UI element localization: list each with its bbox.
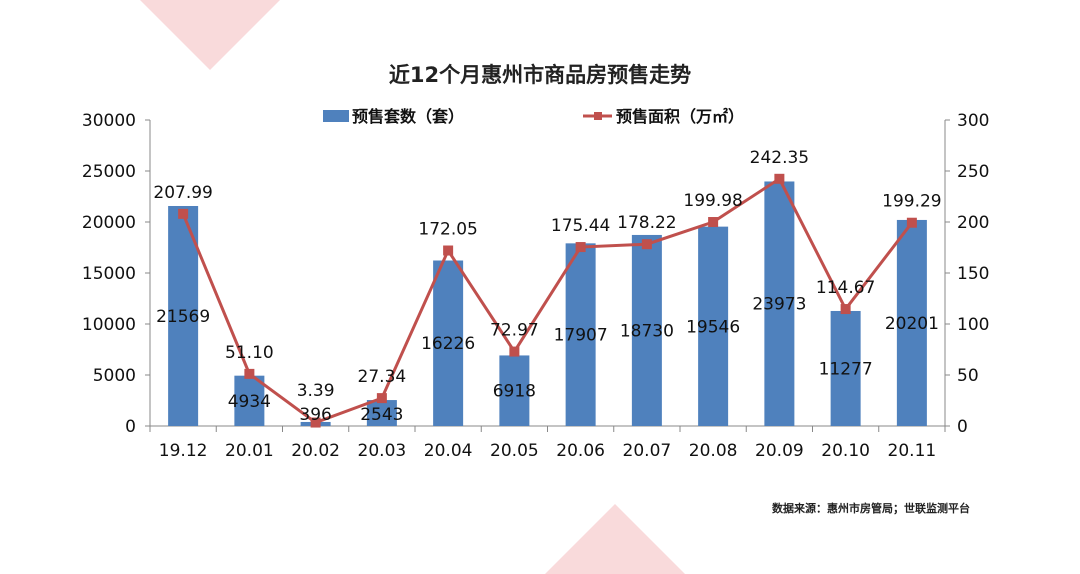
bar — [698, 226, 729, 426]
bar-data-label: 21569 — [156, 307, 210, 327]
line-data-label: 199.98 — [683, 191, 742, 211]
watermark — [140, 0, 685, 574]
y-left-tick-label: 30000 — [82, 111, 136, 131]
chart-title: 近12个月惠州市商品房预售走势 — [389, 63, 691, 87]
x-tick-label: 20.10 — [821, 441, 870, 461]
x-tick-label: 20.04 — [424, 441, 473, 461]
y-right-tick-label: 100 — [957, 315, 989, 335]
line-data-label: 175.44 — [551, 216, 610, 236]
y-left-tick-label: 20000 — [82, 213, 136, 233]
line-data-label: 114.67 — [816, 278, 875, 298]
bar-data-label: 16226 — [421, 334, 475, 354]
line-data-label: 242.35 — [750, 148, 809, 168]
area-line — [181, 176, 914, 425]
y-right-tick-label: 50 — [957, 366, 979, 386]
y-left-tick-label: 0 — [125, 417, 136, 437]
line-marker — [443, 245, 454, 256]
line-marker — [641, 239, 652, 250]
x-tick-label: 20.07 — [623, 441, 672, 461]
line-marker — [708, 217, 719, 228]
x-tick-label: 20.05 — [490, 441, 539, 461]
line-marker — [575, 242, 586, 253]
bar — [433, 260, 464, 426]
bar — [168, 205, 199, 426]
bar-data-label: 19546 — [686, 317, 740, 337]
bar-data-label: 23973 — [752, 295, 806, 315]
bar-data-label: 17907 — [554, 326, 608, 346]
line-marker — [906, 217, 917, 228]
y-left-tick-label: 10000 — [82, 315, 136, 335]
bar — [631, 234, 662, 426]
bar — [366, 400, 397, 426]
bar-data-label: 4934 — [228, 392, 271, 412]
y-right-tick-label: 150 — [957, 264, 989, 284]
bar-data-label: 6918 — [493, 382, 536, 402]
x-tick-label: 20.08 — [689, 441, 738, 461]
y-right-tick-label: 300 — [957, 111, 989, 131]
y-left-tick-label: 5000 — [93, 366, 136, 386]
bar — [565, 243, 596, 426]
legend-swatch-bar — [323, 110, 349, 122]
watermark-shape — [545, 504, 685, 574]
x-tick-label: 20.03 — [358, 441, 407, 461]
bar — [499, 355, 530, 426]
line-data-label: 172.05 — [418, 220, 477, 240]
x-tick-label: 20.09 — [755, 441, 804, 461]
x-tick-label: 19.12 — [159, 441, 208, 461]
line-marker — [840, 304, 851, 315]
y-left-tick-label: 25000 — [82, 162, 136, 182]
bar-data-label: 2543 — [360, 405, 403, 425]
y-left-tick-label: 15000 — [82, 264, 136, 284]
line-data-label: 207.99 — [153, 183, 212, 203]
y-right-tick-label: 0 — [957, 417, 968, 437]
bar-data-label: 18730 — [620, 321, 674, 341]
bar — [896, 219, 927, 426]
watermark-shape — [140, 0, 280, 70]
line-marker — [509, 346, 520, 357]
bar-data-label: 20201 — [885, 314, 939, 334]
legend: 预售套数（套） 预售面积（万㎡） — [323, 107, 744, 126]
line-marker — [244, 368, 255, 379]
line-marker — [376, 393, 387, 404]
line-marker — [310, 417, 321, 428]
line-marker — [178, 208, 189, 219]
line-data-label: 72.97 — [490, 321, 539, 341]
legend-marker — [594, 112, 602, 120]
bar-data-label: 11277 — [819, 359, 873, 379]
y-right-tick-label: 250 — [957, 162, 989, 182]
line-marker — [774, 173, 785, 184]
x-tick-label: 20.11 — [888, 441, 937, 461]
bar — [764, 181, 795, 426]
line-data-label: 27.34 — [358, 367, 407, 387]
x-tick-label: 20.06 — [556, 441, 605, 461]
bar-data-label: 396 — [299, 405, 331, 425]
legend-label-bar: 预售套数（套） — [352, 107, 464, 126]
source-note: 数据来源：惠州市房管局；世联监测平台 — [772, 501, 970, 515]
line-data-label: 199.29 — [882, 192, 941, 212]
bar — [234, 375, 265, 426]
x-tick-label: 20.01 — [225, 441, 274, 461]
line-data-label: 178.22 — [617, 213, 676, 233]
legend-label-line: 预售面积（万㎡） — [616, 107, 744, 126]
x-tick-label: 20.02 — [291, 441, 340, 461]
y-right-tick-label: 200 — [957, 213, 989, 233]
line-data-label: 3.39 — [297, 381, 335, 401]
bar — [830, 310, 861, 426]
line-data-label: 51.10 — [225, 343, 274, 363]
